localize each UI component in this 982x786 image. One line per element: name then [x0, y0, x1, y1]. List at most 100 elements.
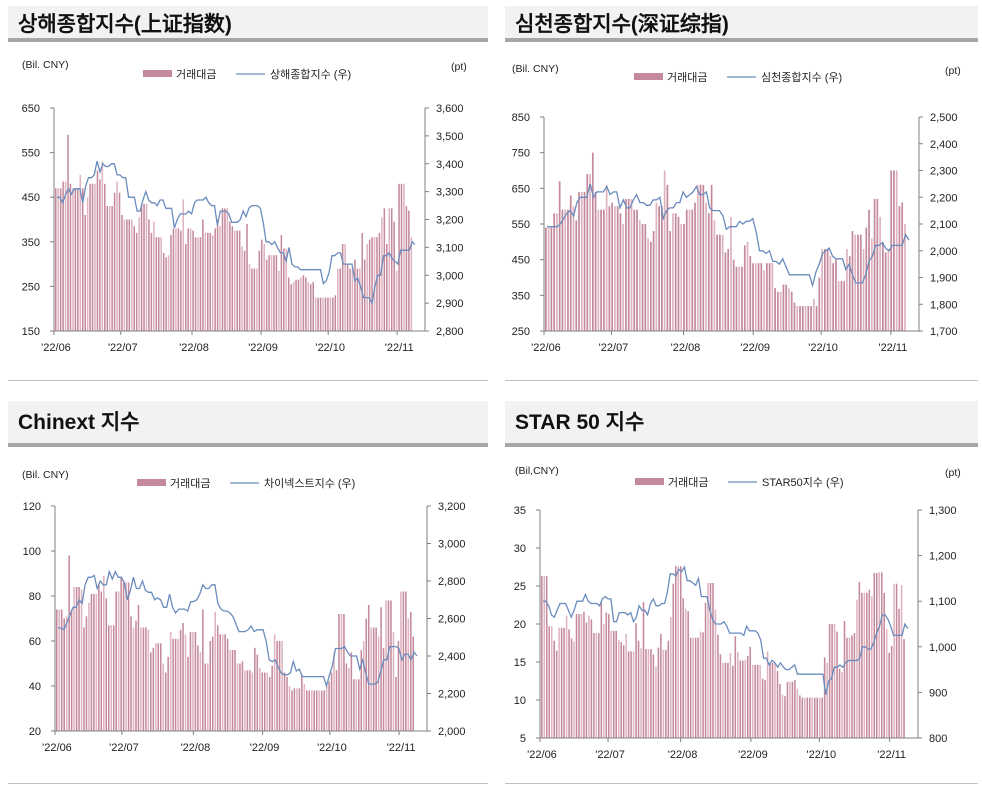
volume-bar: [378, 232, 381, 331]
volume-bar: [288, 686, 291, 731]
right-tick-label: 2,000: [930, 246, 958, 258]
volume-bar: [754, 263, 757, 331]
volume-bar: [117, 591, 120, 731]
volume-bar: [172, 228, 175, 331]
volume-bar: [710, 184, 713, 331]
volume-bar: [75, 587, 78, 731]
volume-bar: [362, 641, 365, 731]
volume-bar: [665, 649, 667, 738]
x-tick-label: '22/06: [42, 742, 72, 754]
volume-bar: [229, 221, 231, 331]
volume-bar: [276, 641, 278, 731]
volume-bar: [895, 170, 898, 331]
volume-bar: [152, 647, 155, 732]
volume-bar: [226, 208, 229, 331]
x-tick-label: '22/09: [250, 742, 280, 754]
volume-bar: [216, 219, 219, 331]
volume-bar: [843, 621, 846, 738]
volume-bar: [192, 230, 194, 331]
right-unit-label: (pt): [945, 467, 961, 479]
volume-bar: [169, 632, 172, 731]
volume-bar: [194, 237, 197, 331]
right-unit-label: (pt): [451, 61, 467, 73]
volume-bar: [883, 592, 885, 738]
volume-bar: [749, 646, 751, 738]
volume-bar: [311, 690, 313, 731]
volume-bar: [63, 618, 65, 731]
volume-bar: [890, 170, 893, 331]
volume-bar: [835, 259, 837, 331]
volume-bar: [234, 650, 236, 731]
volume-bar: [644, 224, 647, 331]
volume-bar: [199, 237, 202, 331]
volume-bar: [687, 611, 689, 738]
volume-bar: [846, 249, 848, 331]
volume-bar: [545, 227, 547, 331]
volume-bar: [810, 306, 812, 331]
volume-bar: [749, 256, 752, 331]
volume-bar: [400, 183, 403, 331]
left-unit-label: (Bil. CNY): [22, 59, 69, 71]
volume-bar: [670, 617, 672, 738]
volume-bar: [388, 208, 391, 331]
volume-bar: [739, 660, 742, 738]
volume-bar: [709, 583, 712, 738]
volume-bar: [300, 277, 302, 331]
x-tick-label: '22/07: [109, 742, 139, 754]
volume-bar: [219, 226, 221, 331]
volume-bar: [180, 230, 182, 331]
volume-bar: [561, 209, 564, 331]
volume-bar: [110, 625, 112, 732]
volume-bar: [395, 270, 398, 331]
volume-bar: [821, 697, 823, 738]
volume-bar: [746, 241, 749, 331]
volume-bar: [620, 642, 622, 738]
volume-bar: [340, 614, 343, 731]
volume-bar: [286, 677, 288, 731]
volume-bar: [826, 249, 829, 331]
x-tick-label: '22/10: [808, 342, 838, 354]
volume-bar: [226, 638, 229, 732]
volume-bar: [60, 609, 63, 731]
volume-bar: [157, 643, 160, 732]
volume-bar: [801, 697, 804, 738]
volume-bar: [732, 259, 735, 331]
volume-bar: [752, 263, 754, 331]
left-tick-label: 150: [22, 326, 40, 338]
volume-bar: [660, 633, 662, 738]
volume-bar: [57, 188, 59, 331]
volume-bar: [187, 228, 189, 331]
volume-bar: [776, 671, 779, 738]
x-tick-label: '22/07: [595, 749, 625, 761]
index-line: [547, 183, 910, 288]
volume-bar: [263, 672, 266, 731]
volume-bar: [224, 208, 226, 331]
volume-bar: [408, 210, 410, 331]
volume-bar: [691, 209, 694, 331]
left-tick-label: 650: [22, 103, 40, 115]
volume-bar: [580, 614, 583, 738]
volume-bar: [293, 688, 296, 732]
volume-bar: [757, 263, 760, 331]
volume-bar: [338, 614, 340, 731]
volume-bar: [763, 270, 765, 331]
volume-bar: [754, 665, 756, 738]
x-tick-label: '22/08: [179, 342, 209, 354]
volume-bar: [177, 228, 180, 331]
volume-bar: [243, 250, 246, 331]
volume-bar: [625, 633, 627, 738]
volume-bar: [145, 203, 148, 331]
volume-bar: [821, 249, 823, 331]
volume-bar: [390, 600, 392, 731]
volume-bar: [283, 672, 286, 731]
volume-bar: [782, 284, 785, 331]
volume-bar: [788, 288, 790, 331]
volume-bar: [297, 279, 300, 331]
volume-bar: [246, 224, 248, 331]
volume-bar: [871, 596, 873, 738]
left-tick-label: 350: [512, 290, 530, 302]
volume-bar: [182, 623, 184, 731]
volume-bar: [638, 220, 641, 331]
volume-bar: [334, 295, 337, 331]
index-line: [543, 565, 909, 695]
